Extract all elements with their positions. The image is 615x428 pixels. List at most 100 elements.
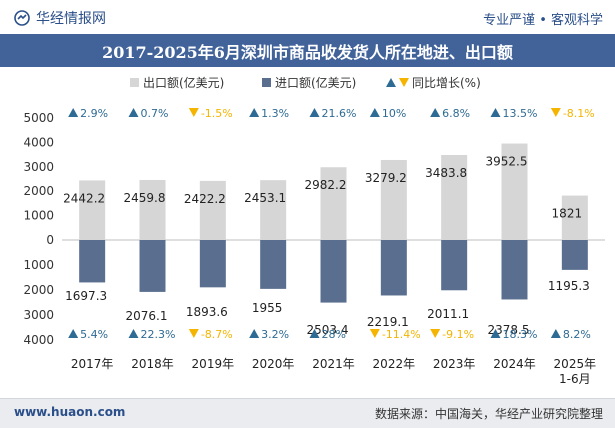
y-tick-label: 3000 <box>23 308 54 322</box>
export-value-label: 3952.5 <box>486 155 528 169</box>
import-growth-label: 5.4% <box>80 328 108 341</box>
export-value-label: 1821 <box>552 207 583 221</box>
brand: 华经情报网 <box>14 8 106 28</box>
import-growth-down-icon <box>369 329 380 338</box>
legend-growth-up-icon <box>386 78 396 87</box>
y-tick-label: 0 <box>46 233 54 247</box>
export-growth-label: 21.6% <box>322 107 357 120</box>
y-tick-label: 1000 <box>23 258 54 272</box>
export-growth-label: -1.5% <box>201 107 233 120</box>
footer-bar: www.huaon.com 数据来源：中国海关，华经产业研究院整理 <box>0 398 615 428</box>
import-value-label: 2011.1 <box>427 307 469 321</box>
import-growth-up-icon <box>550 329 561 338</box>
export-growth-label: 0.7% <box>141 107 169 120</box>
import-bar <box>260 240 287 289</box>
export-value-label: 2459.8 <box>124 191 166 205</box>
import-value-label: 2219.1 <box>367 315 409 329</box>
export-growth-up-icon <box>369 108 380 117</box>
import-growth-label: 18.3% <box>503 328 538 341</box>
x-category-label: 2025年 <box>554 357 597 371</box>
import-bar <box>79 240 106 283</box>
export-growth-label: 2.9% <box>80 107 108 120</box>
export-growth-label: 10% <box>382 107 406 120</box>
import-growth-down-icon <box>430 329 441 338</box>
import-growth-label: -11.4% <box>382 328 421 341</box>
export-value-label: 3279.2 <box>365 171 407 185</box>
export-growth-up-icon <box>68 108 79 117</box>
export-bar <box>260 180 287 240</box>
export-bar <box>501 143 528 240</box>
import-growth-label: 28% <box>322 328 346 341</box>
legend-import-label: 进口额(亿美元) <box>275 75 356 90</box>
export-bar <box>441 154 468 240</box>
import-bar <box>199 240 226 288</box>
footer-source: 数据来源：中国海关，华经产业研究院整理 <box>374 407 603 421</box>
import-value-label: 2076.1 <box>126 309 168 323</box>
legend-growth-label: 同比增长(%) <box>412 76 481 90</box>
export-value-label: 2442.2 <box>63 191 105 205</box>
import-growth-label: 8.2% <box>563 328 591 341</box>
import-growth-label: 22.3% <box>141 328 176 341</box>
x-category-label: 2021年 <box>312 357 355 371</box>
export-bar <box>199 180 226 240</box>
export-growth-label: 1.3% <box>261 107 289 120</box>
y-tick-label: 4000 <box>23 333 54 347</box>
x-category-label: 2017年 <box>71 357 114 371</box>
import-growth-down-icon <box>188 329 199 338</box>
export-growth-label: 6.8% <box>442 107 470 120</box>
legend-growth-down-icon <box>399 78 409 87</box>
y-tick-label: 2000 <box>23 283 54 297</box>
import-bar <box>561 240 588 270</box>
import-bar <box>441 240 468 291</box>
import-growth-label: 3.2% <box>261 328 289 341</box>
y-tick-label: 5000 <box>23 111 54 125</box>
export-value-label: 3483.8 <box>425 166 467 180</box>
import-growth-label: -8.7% <box>201 328 233 341</box>
chart-plot: 出口额(亿美元) 进口额(亿美元) 同比增长(%) 5000 4000 3000 2000 1… <box>23 75 605 386</box>
export-value-label: 2422.2 <box>184 192 226 206</box>
tagline: 专业严谨 • 客观科学 <box>483 13 603 28</box>
chart-title: 2017-2025年6月深圳市商品收发货人所在地进、出口额 <box>0 34 615 67</box>
brand-name: 华经情报网 <box>36 11 106 27</box>
import-bar <box>139 240 166 292</box>
import-bar <box>380 240 407 296</box>
import-value-label: 1955 <box>252 301 283 315</box>
footer-website: www.huaon.com <box>14 405 126 419</box>
export-growth-up-icon <box>249 108 260 117</box>
top-bar: 华经情报网 专业严谨 • 客观科学 <box>0 0 615 34</box>
x-category-label: 2018年 <box>131 357 174 371</box>
export-growth-label: -8.1% <box>563 107 595 120</box>
x-category-label: 2024年 <box>493 357 536 371</box>
import-growth-up-icon <box>68 329 79 338</box>
import-growth-up-icon <box>309 329 320 338</box>
x-category-label: 2020年 <box>252 357 295 371</box>
import-bar <box>320 240 347 303</box>
export-bar <box>79 180 106 240</box>
export-bar <box>139 179 166 240</box>
export-value-label: 2453.1 <box>244 191 286 205</box>
import-value-label: 1697.3 <box>65 289 107 303</box>
import-growth-up-icon <box>249 329 260 338</box>
export-growth-down-icon <box>550 108 561 117</box>
x-category-label: 2023年 <box>433 357 476 371</box>
import-growth-up-icon <box>490 329 501 338</box>
export-growth-up-icon <box>128 108 139 117</box>
import-growth-label: -9.1% <box>442 328 474 341</box>
import-growth-up-icon <box>128 329 139 338</box>
brand-logo-icon <box>14 10 30 26</box>
export-value-label: 2982.2 <box>305 178 347 192</box>
export-bar <box>380 159 407 240</box>
legend-import-swatch <box>262 78 271 87</box>
x-category-label: 1-6月 <box>559 372 591 386</box>
y-tick-label: 3000 <box>23 160 54 174</box>
import-value-label: 1195.3 <box>548 279 590 293</box>
import-value-label: 1893.6 <box>186 305 228 319</box>
legend-export-label: 出口额(亿美元) <box>143 75 224 90</box>
export-growth-up-icon <box>309 108 320 117</box>
export-bar <box>320 167 347 240</box>
x-category-label: 2022年 <box>373 357 416 371</box>
y-tick-label: 2000 <box>23 184 54 198</box>
legend-export-swatch <box>130 78 139 87</box>
export-growth-label: 13.5% <box>503 107 538 120</box>
